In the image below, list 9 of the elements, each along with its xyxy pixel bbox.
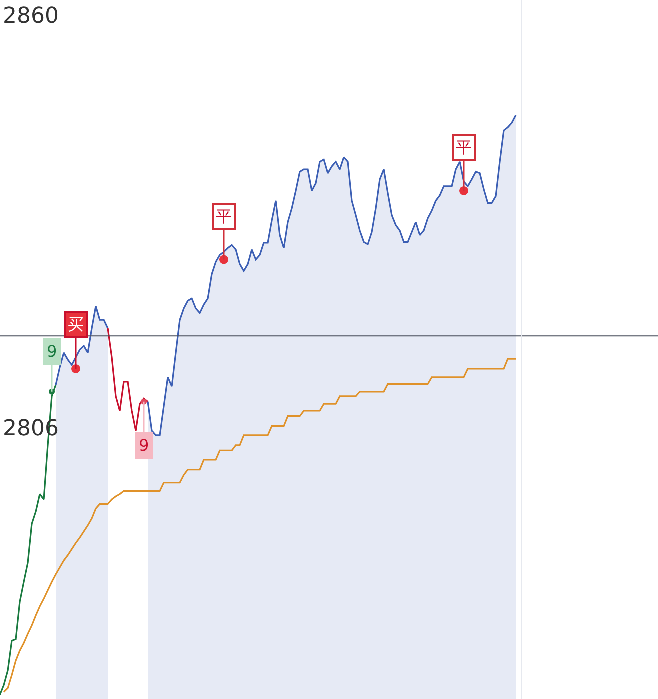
- line-series: [3, 358, 517, 693]
- line-series: [107, 328, 149, 432]
- annotation: 9: [47, 342, 58, 361]
- data-label: 平: [456, 138, 472, 157]
- data-label: 买: [68, 315, 84, 334]
- y-tick-label: 2860: [3, 4, 59, 29]
- line-series: [0, 384, 57, 696]
- annotation: 9: [139, 436, 150, 455]
- data-label: 平: [216, 207, 232, 226]
